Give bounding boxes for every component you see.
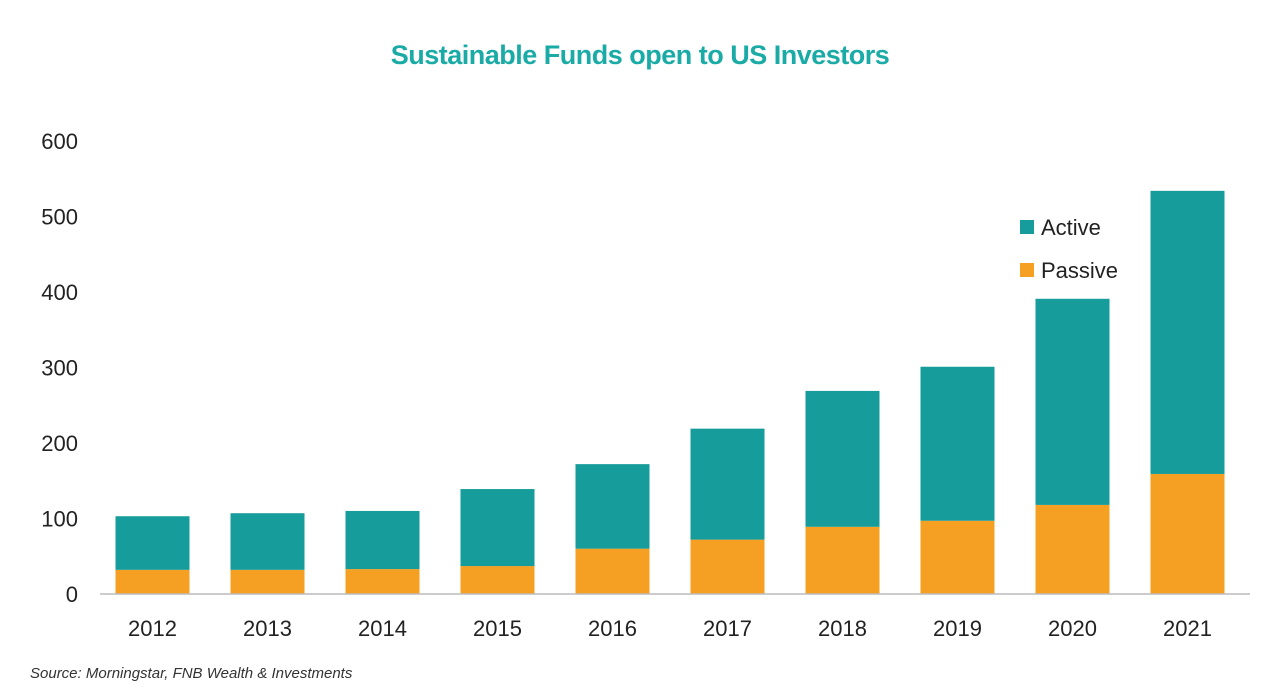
x-tick-label: 2015 [473,616,522,641]
x-tick-label: 2020 [1048,616,1097,641]
x-tick-label: 2018 [818,616,867,641]
x-tick-label: 2017 [703,616,752,641]
y-tick-label: 100 [41,507,78,532]
x-tick-label: 2012 [128,616,177,641]
y-tick-label: 300 [41,356,78,381]
bar-passive-2017 [690,539,765,594]
bar-active-2018 [805,390,880,527]
x-tick-label: 2014 [358,616,407,641]
legend-label-passive: Passive [1041,258,1118,283]
y-tick-label: 600 [41,129,78,154]
y-tick-label: 500 [41,205,78,230]
bar-passive-2020 [1035,504,1110,594]
chart-title: Sustainable Funds open to US Investors [390,40,890,70]
bar-passive-2021 [1150,473,1225,594]
source-note: Source: Morningstar, FNB Wealth & Invest… [30,665,353,682]
bar-active-2017 [690,428,765,540]
bar-active-2016 [575,464,650,549]
bar-active-2021 [1150,190,1225,474]
bar-passive-2015 [460,566,535,594]
legend-swatch-passive [1020,263,1034,277]
x-tick-label: 2013 [243,616,292,641]
bar-active-2015 [460,489,535,567]
bar-active-2019 [920,366,995,521]
legend-swatch-active [1020,220,1034,234]
x-tick-label: 2016 [588,616,637,641]
bar-active-2020 [1035,298,1110,505]
bar-passive-2018 [805,526,880,594]
x-tick-label: 2021 [1163,616,1212,641]
bar-passive-2012 [115,569,190,594]
bar-active-2012 [115,516,190,570]
bar-passive-2019 [920,520,995,594]
y-tick-label: 400 [41,280,78,305]
y-tick-label: 0 [66,582,78,607]
bar-passive-2013 [230,569,305,594]
bar-active-2013 [230,513,305,570]
bar-passive-2014 [345,569,420,594]
legend-label-active: Active [1041,215,1101,240]
x-tick-label: 2019 [933,616,982,641]
y-tick-label: 200 [41,431,78,456]
bar-active-2014 [345,510,420,570]
bar-passive-2016 [575,548,650,594]
